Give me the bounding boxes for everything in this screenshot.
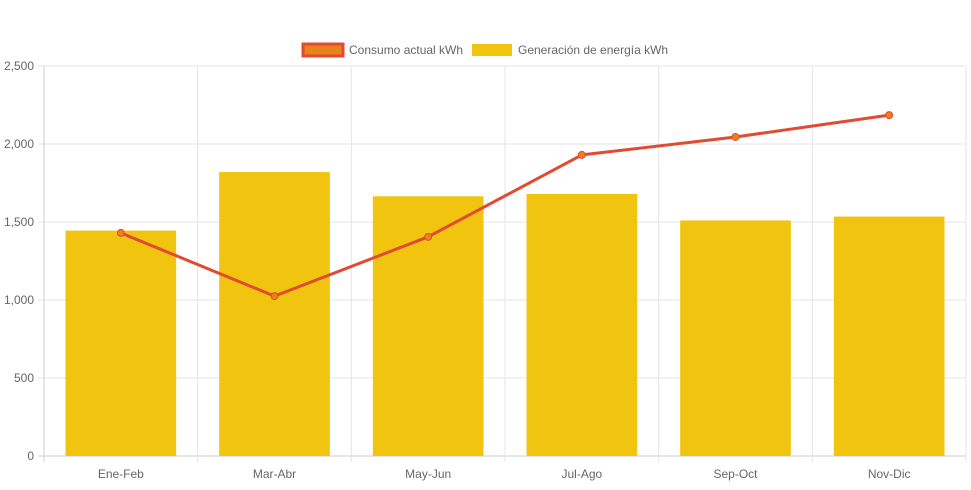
axis-layer: 0 500 1,000 1,500 2,000 2,500 Ene-Feb Mar-Abr Ma… (4, 59, 911, 481)
x-tick-label: Nov-Dic (868, 467, 911, 481)
point-consumo[interactable] (116, 228, 125, 237)
y-tick-label: 2,500 (4, 59, 34, 73)
legend-swatch-consumo (301, 42, 345, 58)
point-consumo[interactable] (270, 292, 279, 301)
legend-swatch-generacion (472, 44, 512, 56)
legend-item-generacion[interactable]: Generación de energía kWh (472, 43, 668, 57)
x-tick-label: Ene-Feb (98, 467, 144, 481)
line-consumo[interactable] (120, 113, 890, 298)
bar-generacion[interactable] (680, 220, 791, 456)
line-layer (116, 111, 894, 301)
x-tick-label: May-Jun (405, 467, 451, 481)
bar-generacion[interactable] (65, 230, 177, 456)
y-tick-label: 0 (27, 449, 34, 463)
legend-item-consumo[interactable]: Consumo actual kWh (301, 42, 463, 58)
point-consumo[interactable] (577, 150, 586, 159)
bar-generacion[interactable] (219, 172, 330, 456)
x-tick-label: Sep-Oct (713, 467, 758, 481)
legend-label-generacion: Generación de energía kWh (518, 43, 668, 57)
point-consumo[interactable] (885, 111, 894, 120)
x-tick-label: Mar-Abr (253, 467, 296, 481)
point-consumo[interactable] (731, 132, 740, 141)
x-tick-label: Jul-Ago (561, 467, 602, 481)
bar-generacion[interactable] (833, 216, 945, 456)
y-tick-label: 2,000 (4, 137, 34, 151)
bar-generacion[interactable] (526, 193, 638, 457)
y-tick-label: 1,000 (4, 293, 34, 307)
point-consumo[interactable] (424, 232, 433, 241)
y-tick-label: 1,500 (4, 215, 34, 229)
bars-layer (65, 172, 945, 457)
legend[interactable]: Consumo actual kWh Generación de energía … (301, 42, 668, 58)
grid-layer (38, 65, 967, 462)
y-tick-label: 500 (14, 371, 34, 385)
legend-label-consumo: Consumo actual kWh (349, 43, 463, 57)
